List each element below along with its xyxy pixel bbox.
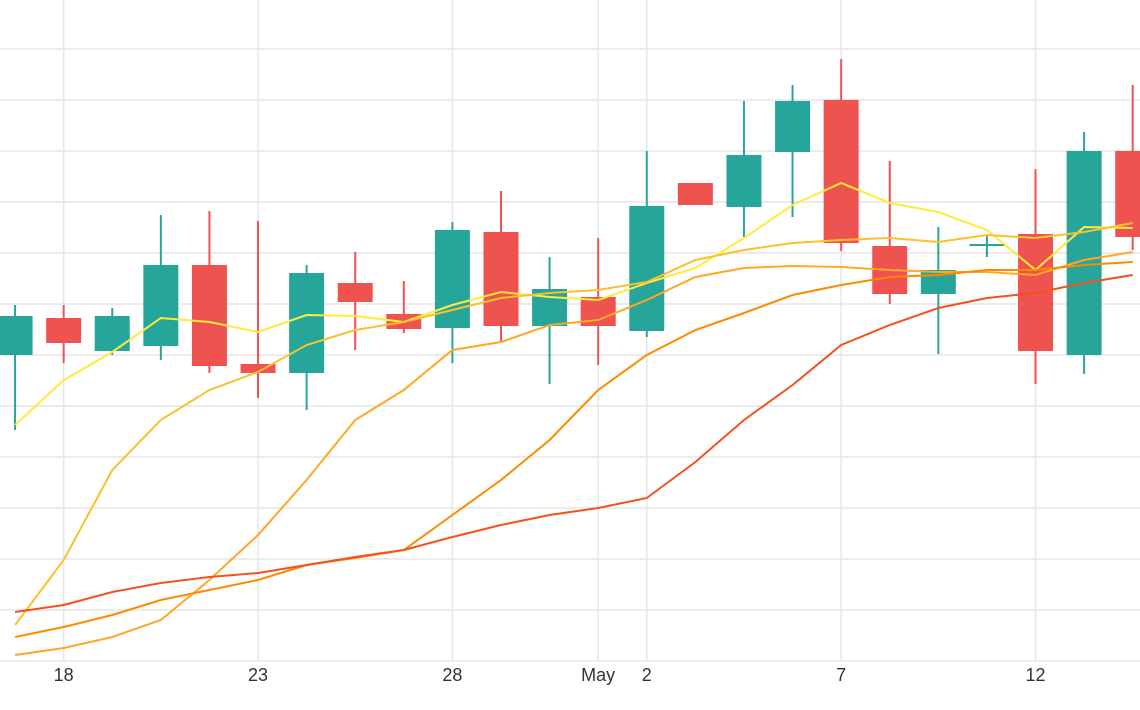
candle-body <box>94 316 130 351</box>
plot-area <box>0 59 1140 656</box>
candle-body <box>0 316 33 355</box>
moving-average-line <box>14 274 1133 613</box>
candle-body <box>337 283 373 302</box>
x-tick-label: 28 <box>442 665 462 685</box>
candle-body <box>240 364 276 373</box>
candle-body <box>969 244 1005 246</box>
candle-body <box>434 230 470 328</box>
candle-body <box>143 265 179 346</box>
x-tick-label: 18 <box>54 665 74 685</box>
candle-body <box>191 265 227 366</box>
candle-body <box>775 101 811 152</box>
candle-body <box>629 206 665 331</box>
x-tick-label: May <box>581 665 615 685</box>
candle-body <box>46 318 82 343</box>
moving-average-line <box>14 251 1133 656</box>
x-axis: 18 23 28 May 2 7 12 <box>54 665 1046 685</box>
candle-body <box>1115 151 1140 237</box>
x-tick-label: 7 <box>836 665 846 685</box>
candle-body <box>289 273 325 373</box>
moving-average-line <box>14 222 1133 626</box>
candle-body <box>823 100 859 243</box>
candle-body <box>1066 151 1102 355</box>
moving-average-line <box>14 181 1133 426</box>
candle-body <box>483 232 519 326</box>
moving-average-line <box>14 261 1133 638</box>
candle-body <box>677 183 713 205</box>
x-tick-label: 12 <box>1026 665 1046 685</box>
x-tick-label: 2 <box>642 665 652 685</box>
candle-body <box>726 155 762 207</box>
x-tick-label: 23 <box>248 665 268 685</box>
